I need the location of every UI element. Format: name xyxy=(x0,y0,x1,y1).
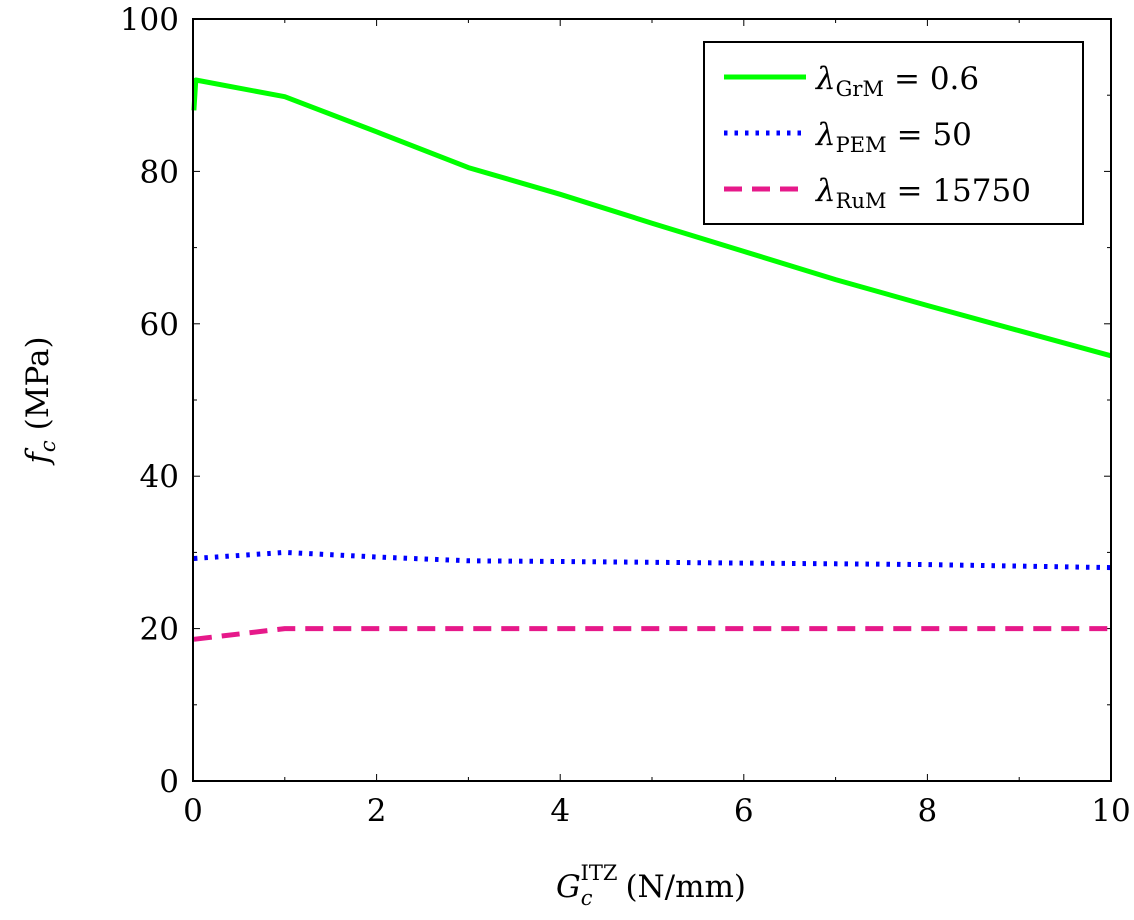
x-axis-symbol: G xyxy=(556,869,581,905)
x-tick-label: 10 xyxy=(1091,793,1130,829)
x-axis-title: GcITZ (N/mm) xyxy=(556,861,746,910)
y-tick-label: 0 xyxy=(159,764,179,800)
legend-value: = 50 xyxy=(897,117,972,153)
legend-value: = 15750 xyxy=(897,173,1031,209)
x-axis-subscript: c xyxy=(581,886,593,910)
x-axis-superscript: ITZ xyxy=(581,861,618,885)
series-line-grm xyxy=(191,77,1112,359)
y-axis-title: fc(MPa) xyxy=(20,336,60,465)
plot-frame xyxy=(192,18,1112,782)
series-line-pem xyxy=(193,549,1112,571)
legend-lambda-symbol: λ xyxy=(814,61,836,97)
legend-lambda-subscript: GrM xyxy=(836,77,884,101)
y-tick-label: 60 xyxy=(140,307,179,343)
y-tick-label: 80 xyxy=(140,154,179,190)
y-tick-label: 100 xyxy=(120,2,179,38)
legend-lambda-symbol: λ xyxy=(814,173,836,209)
x-tick-label: 0 xyxy=(183,793,203,829)
legend-lambda-subscript: PEM xyxy=(836,133,887,157)
series-layer xyxy=(191,77,1112,642)
legend-lambda-symbol: λ xyxy=(814,117,836,153)
x-tick-label: 8 xyxy=(918,793,938,829)
y-tick-label: 20 xyxy=(140,612,179,648)
series-line-rum xyxy=(193,626,1111,642)
legend-lambda-subscript: RuM xyxy=(836,189,887,213)
legend-value: = 0.6 xyxy=(894,61,979,97)
x-axis-unit: (N/mm) xyxy=(625,869,746,905)
legend-label-grm: λGrM = 0.6 xyxy=(814,61,979,101)
legend-label-pem: λPEM = 50 xyxy=(814,117,972,157)
x-tick-label: 6 xyxy=(734,793,754,829)
x-tick-label: 4 xyxy=(550,793,570,829)
x-tick-label: 2 xyxy=(367,793,387,829)
legend-label-rum: λRuM = 15750 xyxy=(814,173,1031,213)
y-axis-unit: (MPa) xyxy=(20,336,56,430)
y-axis-subscript: c xyxy=(36,440,60,452)
y-tick-label: 40 xyxy=(140,459,179,495)
